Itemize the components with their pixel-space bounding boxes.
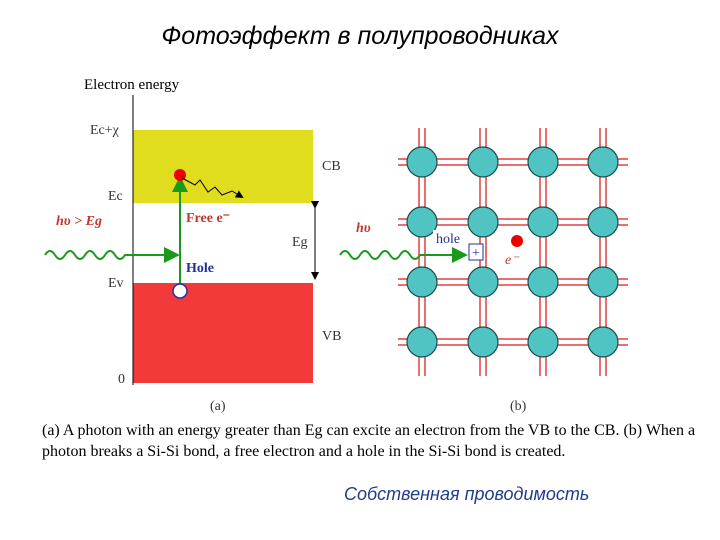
atom: [587, 206, 619, 238]
footer: Собственная проводимость: [344, 484, 590, 504]
hole-label: hole: [436, 232, 460, 247]
atom: [406, 146, 438, 178]
axis-label: Electron energy: [84, 77, 180, 93]
atom: [527, 326, 559, 358]
atom: [406, 266, 438, 298]
band-label: VB: [322, 329, 341, 344]
electron-label: e⁻: [505, 253, 520, 268]
hole-label: Hole: [186, 261, 214, 276]
panel-label: (a): [210, 399, 226, 414]
plus-box: [468, 243, 484, 261]
free-electron-label: Free e⁻: [186, 211, 230, 226]
scatter-path: [181, 177, 244, 199]
atom: [587, 266, 619, 298]
level-label: Ec: [108, 189, 123, 204]
gap-label: Eg: [292, 235, 308, 250]
hole-sign: +: [472, 246, 480, 261]
conduction-band: [133, 130, 313, 203]
photon-wave: [44, 247, 180, 263]
caption: (a) A photon with an energy greater than…: [42, 422, 696, 460]
level-label: 0: [118, 372, 125, 387]
atom: [467, 326, 499, 358]
valence-band: [133, 283, 313, 383]
photon-label: hυ > Eg: [56, 214, 102, 229]
electron: [511, 235, 523, 247]
atom: [406, 326, 438, 358]
level-label: Ev: [108, 276, 124, 291]
band-label: CB: [322, 159, 341, 174]
atom: [527, 266, 559, 298]
atom: [587, 326, 619, 358]
slide-title: Фотоэффект в полупроводниках: [161, 22, 559, 50]
hole: [172, 283, 188, 299]
atom: [467, 206, 499, 238]
lattice: [398, 128, 628, 376]
atom: [587, 146, 619, 178]
photon-wave: [339, 247, 468, 263]
atom: [527, 206, 559, 238]
photon-label: hυ: [356, 221, 371, 236]
atom: [406, 206, 438, 238]
panel-label: (b): [510, 399, 527, 414]
atom: [467, 266, 499, 298]
atom: [467, 146, 499, 178]
atom: [527, 146, 559, 178]
level-label: Ec+χ: [90, 123, 120, 138]
hole-box: [433, 230, 467, 247]
